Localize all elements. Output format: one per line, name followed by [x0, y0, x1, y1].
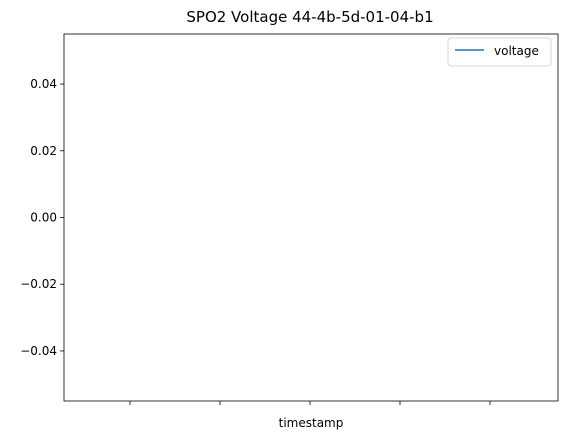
x-axis-label: timestamp: [279, 416, 344, 430]
y-axis-ticks: 0.04 0.02 0.00 −0.02 −0.04: [20, 77, 64, 358]
legend: voltage: [447, 37, 552, 67]
y-tick-label: −0.04: [20, 344, 57, 358]
y-tick-label: 0.02: [30, 144, 57, 158]
legend-box: [447, 37, 552, 67]
x-axis-ticks: [129, 401, 491, 405]
plot-area: [64, 34, 558, 401]
legend-label-voltage: voltage: [494, 44, 539, 58]
plot-frame: [63, 33, 559, 402]
y-tick-label: 0.04: [30, 77, 57, 91]
y-tick-label: 0.00: [30, 211, 57, 225]
chart-title: SPO2 Voltage 44-4b-5d-01-04-b1: [186, 8, 433, 26]
y-tick-label: −0.02: [20, 277, 57, 291]
